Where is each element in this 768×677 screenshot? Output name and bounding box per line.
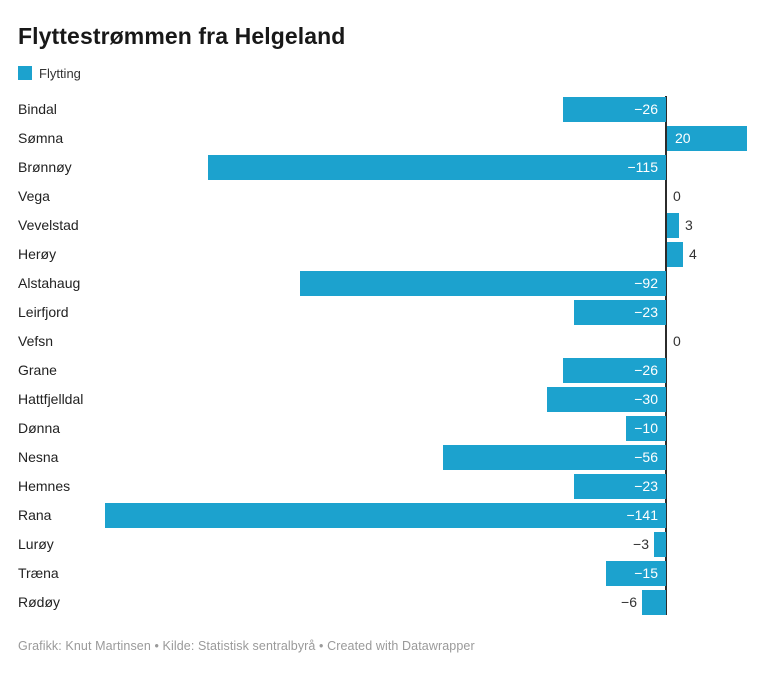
value-label: −26 <box>634 362 658 378</box>
category-label: Brønnøy <box>18 159 72 175</box>
category-label: Vevelstad <box>18 217 79 233</box>
value-label: 3 <box>685 217 693 233</box>
bar <box>443 445 666 470</box>
zero-axis-line <box>665 96 667 615</box>
category-label: Nesna <box>18 449 59 465</box>
bar <box>654 532 666 557</box>
value-label: −23 <box>634 304 658 320</box>
category-label: Herøy <box>18 246 57 262</box>
legend-swatch <box>18 66 32 80</box>
bar <box>606 561 666 586</box>
bar <box>563 97 666 122</box>
category-label: Leirfjord <box>18 304 69 320</box>
bar <box>300 271 666 296</box>
bar <box>642 590 666 615</box>
value-label: −115 <box>627 159 659 175</box>
bar <box>626 416 666 441</box>
category-label: Alstahaug <box>18 275 81 291</box>
value-label: 0 <box>673 188 681 204</box>
bar <box>667 242 683 267</box>
category-label: Hemnes <box>18 478 71 494</box>
category-label: Dønna <box>18 420 61 436</box>
value-label: −26 <box>634 101 658 117</box>
category-label: Hattfjelldal <box>18 391 84 407</box>
bar <box>574 474 666 499</box>
value-label: −23 <box>634 478 658 494</box>
value-label: −141 <box>626 507 658 523</box>
value-label: −6 <box>621 594 637 610</box>
category-label: Vega <box>18 188 50 204</box>
value-label: 20 <box>675 130 691 146</box>
value-label: −56 <box>634 449 658 465</box>
category-label: Træna <box>18 565 59 581</box>
bar <box>547 387 666 412</box>
bar <box>574 300 666 325</box>
bar <box>667 126 747 151</box>
legend-label: Flytting <box>39 65 81 81</box>
value-label: 4 <box>689 246 697 262</box>
value-label: −92 <box>634 275 658 291</box>
bar <box>563 358 666 383</box>
bar <box>208 155 666 180</box>
category-label: Grane <box>18 362 57 378</box>
value-label: −15 <box>634 565 658 581</box>
bar-chart: Bindal −26 Sømna 20 Brønnøy −115 Vega 0 Vevelsta… <box>0 95 768 619</box>
value-label: −3 <box>633 536 649 552</box>
category-label: Vefsn <box>18 333 54 349</box>
category-label: Rødøy <box>18 594 60 610</box>
bar <box>105 503 666 528</box>
category-label: Rana <box>18 507 52 523</box>
legend: Flytting <box>18 65 81 81</box>
value-label: −10 <box>634 420 658 436</box>
category-label: Lurøy <box>18 536 54 552</box>
bar <box>667 213 679 238</box>
category-label: Bindal <box>18 101 57 117</box>
value-label: −30 <box>634 391 658 407</box>
category-label: Sømna <box>18 130 64 146</box>
footer-credits: Grafikk: Knut Martinsen • Kilde: Statist… <box>18 639 475 653</box>
chart-title: Flyttestrømmen fra Helgeland <box>18 23 346 49</box>
value-label: 0 <box>673 333 681 349</box>
